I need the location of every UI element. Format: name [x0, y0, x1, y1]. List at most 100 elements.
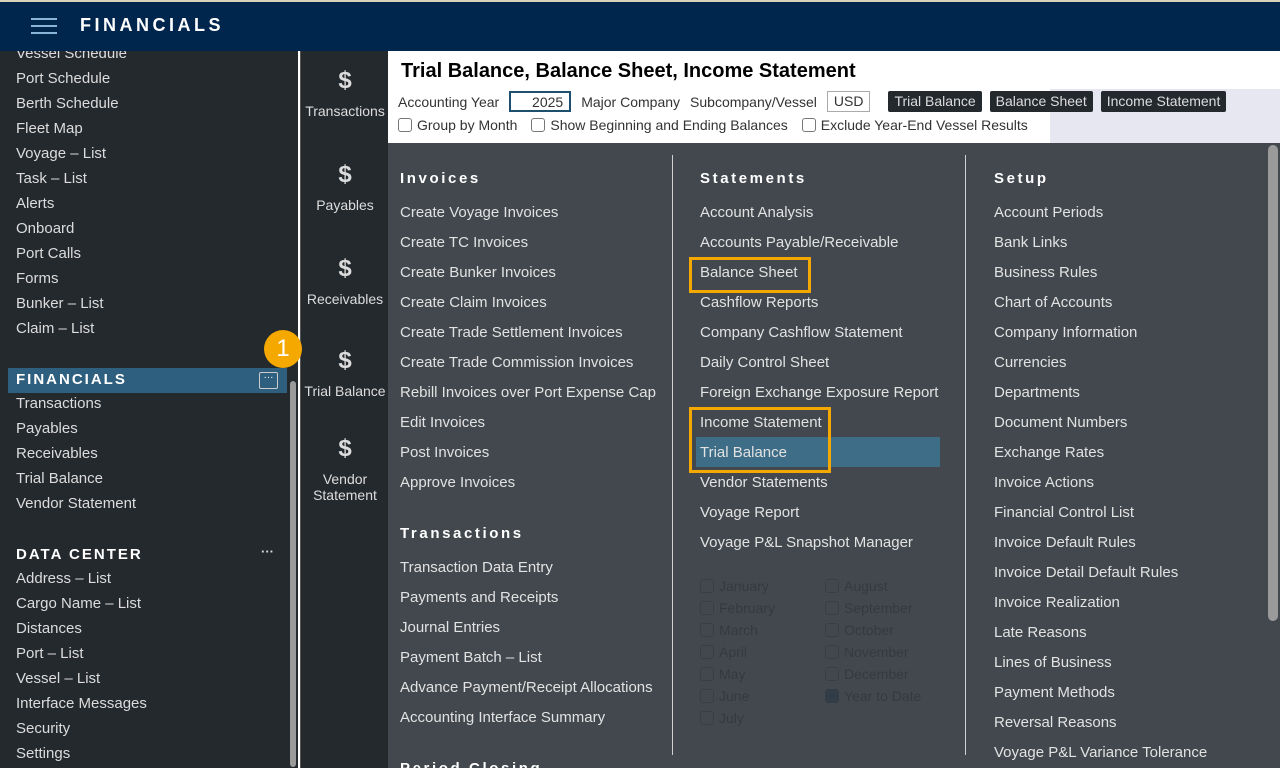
menu-item[interactable]: Exchange Rates [994, 444, 1105, 461]
sidebar-item[interactable]: Distances [16, 620, 82, 637]
menu-item[interactable]: Income Statement [700, 414, 822, 431]
menu-item[interactable]: Advance Payment/Receipt Allocations [400, 679, 653, 696]
sidebar-item[interactable]: Payables [16, 420, 78, 437]
menu-item[interactable]: Approve Invoices [400, 474, 516, 491]
hamburger-icon[interactable] [31, 18, 57, 34]
menu-item[interactable]: Lines of Business [994, 654, 1112, 671]
menu-item[interactable]: Create Bunker Invoices [400, 264, 556, 281]
sidebar-item[interactable]: Interface Messages [16, 695, 147, 712]
sidebar-item[interactable]: Fleet Map [16, 120, 83, 137]
rail-item-label[interactable]: Payables [316, 197, 374, 213]
menu-item[interactable]: Voyage P&L Variance Tolerance [994, 744, 1208, 761]
menu-item[interactable]: Departments [994, 384, 1080, 401]
menu-item[interactable]: Chart of Accounts [994, 294, 1113, 311]
menu-item[interactable]: Payment Methods [994, 684, 1115, 701]
menu-item[interactable]: Payments and Receipts [400, 589, 559, 606]
menu-item[interactable]: Create TC Invoices [400, 234, 529, 251]
option-checkbox[interactable]: Show Beginning and Ending Balances [531, 117, 788, 133]
menu-item[interactable]: Payment Batch – List [400, 649, 542, 666]
report-button[interactable]: Income Statement [1100, 91, 1227, 112]
sidebar-item[interactable]: Alerts [16, 195, 55, 212]
menu-item[interactable]: Rebill Invoices over Port Expense Cap [400, 384, 656, 401]
sidebar-item[interactable]: Trial Balance [16, 470, 103, 487]
menu-heading: Period Closing [400, 760, 543, 777]
menu-item[interactable]: Create Claim Invoices [400, 294, 547, 311]
sidebar-item[interactable]: Port – List [16, 645, 84, 662]
sidebar-item[interactable]: Security [16, 720, 71, 737]
rail-item-label[interactable]: Receivables [306, 291, 384, 307]
menu-item[interactable]: Company Cashflow Statement [700, 324, 903, 341]
menu-item[interactable]: Invoice Actions [994, 474, 1095, 491]
more-options-icon[interactable]: ··· [261, 544, 274, 559]
sidebar-item[interactable]: Transactions [16, 395, 102, 412]
sidebar-item[interactable]: Vessel Schedule [16, 51, 127, 62]
sidebar-item[interactable]: Cargo Name – List [16, 595, 142, 612]
sidebar-item[interactable]: Port Schedule [16, 70, 111, 87]
vendor-icon[interactable]: $ [338, 435, 352, 462]
sidebar-item[interactable]: Address – List [16, 570, 112, 587]
sidebar-item[interactable]: Task – List [16, 170, 87, 187]
report-button[interactable]: Balance Sheet [989, 91, 1093, 112]
menu-item[interactable]: Edit Invoices [400, 414, 486, 431]
menu-item[interactable]: Document Numbers [994, 414, 1128, 431]
currency-field[interactable]: USD [826, 91, 871, 112]
sidebar-item[interactable]: Vessel – List [16, 670, 101, 687]
menu-item[interactable]: Vendor Statements [700, 474, 828, 491]
menu-item[interactable]: Journal Entries [400, 619, 501, 636]
menu-item[interactable]: Daily Control Sheet [700, 354, 830, 371]
menu-item[interactable]: Create Voyage Invoices [400, 204, 559, 221]
menu-item[interactable]: Financial Control List [994, 504, 1135, 521]
menu-item[interactable]: Invoice Detail Default Rules [994, 564, 1179, 581]
menu-item[interactable]: Transaction Data Entry [400, 559, 553, 576]
dollar-exchange-icon[interactable]: $ [338, 67, 352, 94]
scale-icon[interactable]: $ [338, 347, 352, 374]
rail-item-label[interactable]: Trial Balance [304, 383, 386, 399]
option-checkbox[interactable]: Exclude Year-End Vessel Results [801, 117, 1028, 133]
section-data-center[interactable]: DATA CENTER [16, 546, 143, 563]
menu-item[interactable]: Business Rules [994, 264, 1098, 281]
sidebar-item[interactable]: Port Calls [16, 245, 82, 262]
accounting-year-input[interactable]: 2025 [509, 91, 572, 112]
menu-item[interactable]: Currencies [994, 354, 1067, 371]
sidebar-item[interactable]: Vendor Statement [16, 495, 137, 512]
menu-item[interactable]: Voyage P&L Snapshot Manager [700, 534, 913, 551]
menu-item[interactable]: Account Analysis [700, 204, 814, 221]
menu-item[interactable]: Balance Sheet [700, 264, 798, 281]
menu-item[interactable]: Foreign Exchange Exposure Report [700, 384, 939, 401]
menu-item[interactable]: Accounting Interface Summary [400, 709, 606, 726]
rail-item-label[interactable]: Transactions [305, 103, 385, 119]
sidebar-item[interactable]: Bunker – List [16, 295, 104, 312]
sidebar-scrollbar[interactable] [290, 381, 296, 767]
menu-item[interactable]: Post Invoices [400, 444, 490, 461]
menu-item[interactable]: Reversal Reasons [994, 714, 1117, 731]
sidebar-item[interactable]: Settings [16, 745, 71, 762]
sidebar-item[interactable]: Forms [16, 270, 59, 287]
menu-item[interactable]: Company Information [994, 324, 1138, 341]
highlight-box [689, 257, 811, 293]
menu-item[interactable]: Create Trade Settlement Invoices [400, 324, 623, 341]
menu-item[interactable]: Invoice Realization [994, 594, 1120, 611]
option-checkbox[interactable]: Group by Month [398, 117, 517, 133]
sidebar-item[interactable]: Voyage – List [16, 145, 107, 162]
payables-icon[interactable]: $ [338, 161, 352, 188]
sidebar-item[interactable]: Berth Schedule [16, 95, 119, 112]
report-button[interactable]: Trial Balance [888, 91, 982, 112]
rail-item-label[interactable]: Vendor Statement [313, 471, 377, 503]
sidebar-item[interactable]: Receivables [16, 445, 98, 462]
menu-item[interactable]: Invoice Default Rules [994, 534, 1136, 551]
subcompany-label: Subcompany/Vessel [690, 93, 817, 110]
menu-item[interactable]: Create Trade Commission Invoices [400, 354, 634, 371]
menu-item[interactable]: Bank Links [994, 234, 1068, 251]
receivables-icon[interactable]: $ [338, 255, 352, 282]
section-financials[interactable]: FINANCIALS [16, 371, 127, 388]
sidebar-item[interactable]: Onboard [16, 220, 75, 237]
more-options-icon[interactable]: ··· [259, 372, 278, 389]
menu-item[interactable]: Account Periods [994, 204, 1104, 221]
menu-item[interactable]: Cashflow Reports [700, 294, 819, 311]
menu-item[interactable]: Late Reasons [994, 624, 1087, 641]
menu-item[interactable]: Voyage Report [700, 504, 800, 521]
menu-scrollbar[interactable] [1268, 145, 1278, 621]
sidebar-item[interactable]: Claim – List [16, 320, 95, 337]
menu-item[interactable]: Accounts Payable/Receivable [700, 234, 899, 251]
menu-item[interactable]: Trial Balance [700, 444, 787, 461]
